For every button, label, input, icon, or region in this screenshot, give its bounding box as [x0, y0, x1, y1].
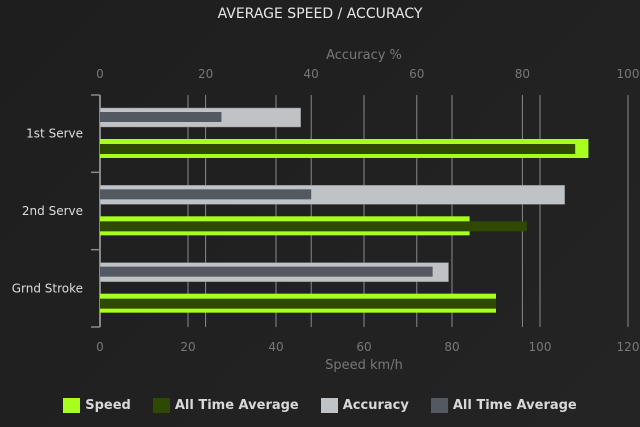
- tick-label-accuracy: 40: [304, 67, 319, 81]
- bar-accuracy-average: [100, 189, 312, 200]
- tick-label-accuracy: 20: [198, 67, 213, 81]
- legend-label: All Time Average: [174, 398, 299, 413]
- legend-label: Speed: [85, 398, 131, 413]
- legend-item-accuracy-average[interactable]: All Time Average: [430, 398, 577, 413]
- tick-label-accuracy: 100: [617, 67, 640, 81]
- tick-label-speed: 120: [617, 340, 640, 354]
- axis-title-accuracy: Accuracy %: [326, 48, 402, 63]
- legend-label: All Time Average: [452, 398, 577, 413]
- legend-swatch: [63, 398, 81, 413]
- tick-label-speed: 0: [96, 340, 104, 354]
- bar-accuracy-average: [100, 266, 433, 277]
- legend: Speed All Time Average Accuracy All Time…: [0, 398, 640, 413]
- tick-label-speed: 40: [268, 340, 283, 354]
- category-label: Grnd Stroke: [12, 281, 83, 295]
- bar-speed-average: [100, 221, 527, 232]
- category-label: 1st Serve: [26, 127, 83, 141]
- legend-item-speed-average[interactable]: All Time Average: [152, 398, 299, 413]
- axis-title-speed: Speed km/h: [325, 358, 403, 373]
- tick-label-speed: 60: [356, 340, 371, 354]
- legend-swatch: [152, 398, 170, 413]
- legend-label: Accuracy: [342, 398, 409, 413]
- legend-swatch: [430, 398, 448, 413]
- legend-item-speed[interactable]: Speed: [63, 398, 131, 413]
- tick-label-accuracy: 0: [96, 67, 104, 81]
- tick-label-accuracy: 60: [409, 67, 424, 81]
- legend-swatch: [320, 398, 338, 413]
- tick-label-speed: 80: [444, 340, 459, 354]
- tick-label-accuracy: 80: [515, 67, 530, 81]
- tick-label-speed: 20: [180, 340, 195, 354]
- bar-speed-average: [100, 144, 576, 154]
- chart-title: AVERAGE SPEED / ACCURACY: [217, 6, 423, 22]
- bar-accuracy-average: [100, 112, 222, 122]
- category-label: 2nd Serve: [22, 204, 83, 218]
- legend-item-accuracy[interactable]: Accuracy: [320, 398, 409, 413]
- bar-speed-average: [100, 298, 496, 309]
- tick-label-speed: 100: [529, 340, 552, 354]
